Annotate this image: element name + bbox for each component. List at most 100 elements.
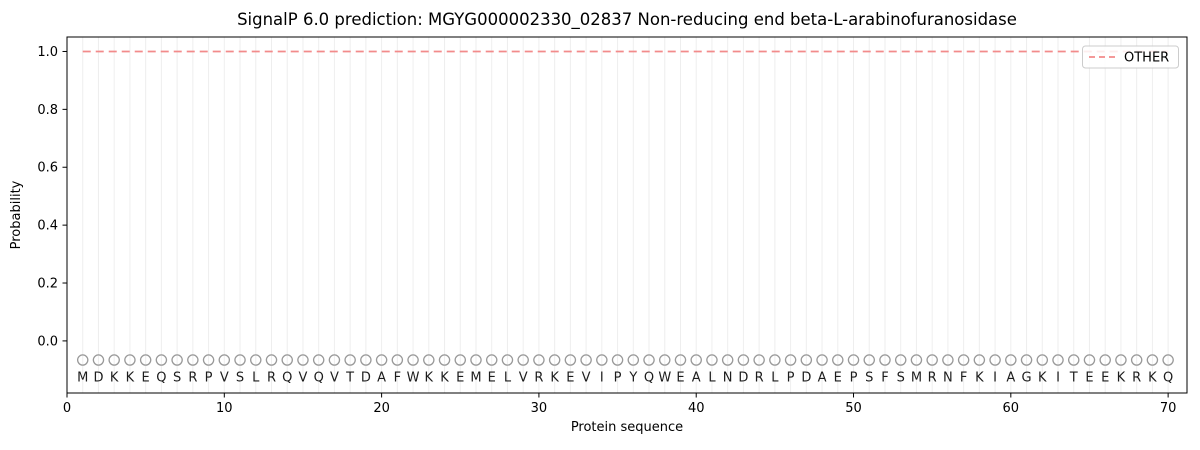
residue-letter: R (188, 371, 197, 386)
residue-marker (1020, 354, 1033, 366)
residue-marker (171, 354, 183, 366)
residue-letter: I (993, 371, 997, 386)
residue-marker (1005, 354, 1017, 366)
residue-marker (706, 354, 718, 366)
residue-marker (879, 354, 891, 366)
x-tick-label: 20 (373, 401, 390, 416)
residue-marker (863, 354, 875, 366)
residue-letter: N (943, 371, 953, 386)
residue-marker (155, 354, 168, 366)
residue-marker (501, 354, 514, 366)
residue-marker (454, 354, 467, 366)
residue-marker (1115, 354, 1127, 366)
x-tick-label: 70 (1160, 401, 1177, 416)
residue-letter: V (330, 371, 339, 386)
residue-letter: Q (156, 371, 166, 386)
residue-marker (1162, 354, 1174, 366)
residue-marker (470, 354, 482, 366)
residue-letter: W (658, 371, 671, 386)
residue-marker (124, 354, 136, 366)
residue-marker (281, 354, 293, 366)
x-tick-label: 60 (1003, 401, 1020, 416)
residue-marker (721, 354, 734, 366)
residue-letter: N (723, 371, 733, 386)
residue-letter: D (361, 371, 371, 386)
residue-marker (973, 354, 986, 366)
residue-letter: A (692, 371, 701, 386)
residue-letter: Q (314, 371, 324, 386)
residue-letter: K (1117, 371, 1126, 386)
residue-marker (391, 354, 404, 366)
y-tick-label: 0.2 (37, 277, 58, 292)
residue-marker (202, 354, 215, 366)
residue-letter: A (377, 371, 386, 386)
residue-marker (832, 354, 844, 366)
grid-layer (82, 37, 1169, 393)
legend-box (1082, 45, 1179, 69)
residue-letter: V (220, 371, 229, 386)
residue-marker (800, 354, 813, 366)
residue-letter: M (77, 371, 88, 386)
residue-letter: R (755, 371, 764, 386)
x-tick-label: 10 (216, 401, 233, 416)
residue-marker (344, 354, 356, 366)
residue-letter: L (708, 371, 716, 386)
y-tick-label: 0.0 (37, 334, 58, 349)
residue-marker (1052, 354, 1064, 366)
residue-marker (1083, 354, 1096, 366)
y-tick-label: 0.6 (37, 161, 58, 176)
residue-letter: K (1038, 371, 1047, 386)
residue-letter: P (614, 371, 622, 386)
residue-letter: E (456, 371, 464, 386)
residue-letter: R (267, 371, 276, 386)
residue-marker (690, 354, 702, 366)
plot-spines (66, 36, 1188, 394)
residue-marker (894, 354, 907, 366)
residue-marker (1130, 354, 1143, 366)
residue-marker (674, 354, 687, 366)
residue-letter: W (407, 371, 420, 386)
residue-letter: M (470, 371, 481, 386)
residue-letter: K (1148, 371, 1157, 386)
residue-letter: T (1069, 371, 1078, 386)
residue-letter: I (600, 371, 604, 386)
residue-marker (659, 354, 671, 366)
residue-letter: E (1101, 371, 1109, 386)
axes-layer: 0 10 20 30 40 50 60 70 0.0 0.2 0.4 0.6 0.8 1.0 (37, 45, 1176, 416)
residue-marker (548, 354, 561, 366)
residue-letter: E (566, 371, 574, 386)
residue-marker (328, 354, 341, 366)
residue-marker (1036, 354, 1049, 366)
residue-letter: K (550, 371, 559, 386)
residue-letter: K (425, 371, 434, 386)
x-tick-label: 50 (845, 401, 862, 416)
residue-marker (1146, 354, 1159, 366)
residue-letter: F (960, 371, 967, 386)
residue-letter: E (676, 371, 684, 386)
legend-label: OTHER (1124, 51, 1169, 66)
residue-letter: T (345, 371, 354, 386)
residue-letter: S (236, 371, 244, 386)
residue-marker (234, 354, 246, 366)
residue-marker (139, 354, 152, 366)
residue-marker (360, 354, 372, 366)
residue-letter: F (394, 371, 401, 386)
residue-marker (218, 354, 231, 366)
residue-marker (423, 354, 435, 366)
residue-marker (627, 354, 640, 366)
residue-marker (375, 354, 388, 366)
residue-letter: E (834, 371, 842, 386)
residue-marker (407, 354, 419, 366)
residue-letter: D (93, 371, 103, 386)
residue-marker (265, 354, 278, 366)
residue-letter: L (771, 371, 779, 386)
residue-marker (517, 354, 529, 366)
residue-marker (769, 354, 781, 366)
x-tick-label: 30 (531, 401, 548, 416)
residue-marker (187, 354, 199, 366)
residue-letter: G (1022, 371, 1032, 386)
residue-letter: S (865, 371, 873, 386)
residue-letter: K (440, 371, 449, 386)
